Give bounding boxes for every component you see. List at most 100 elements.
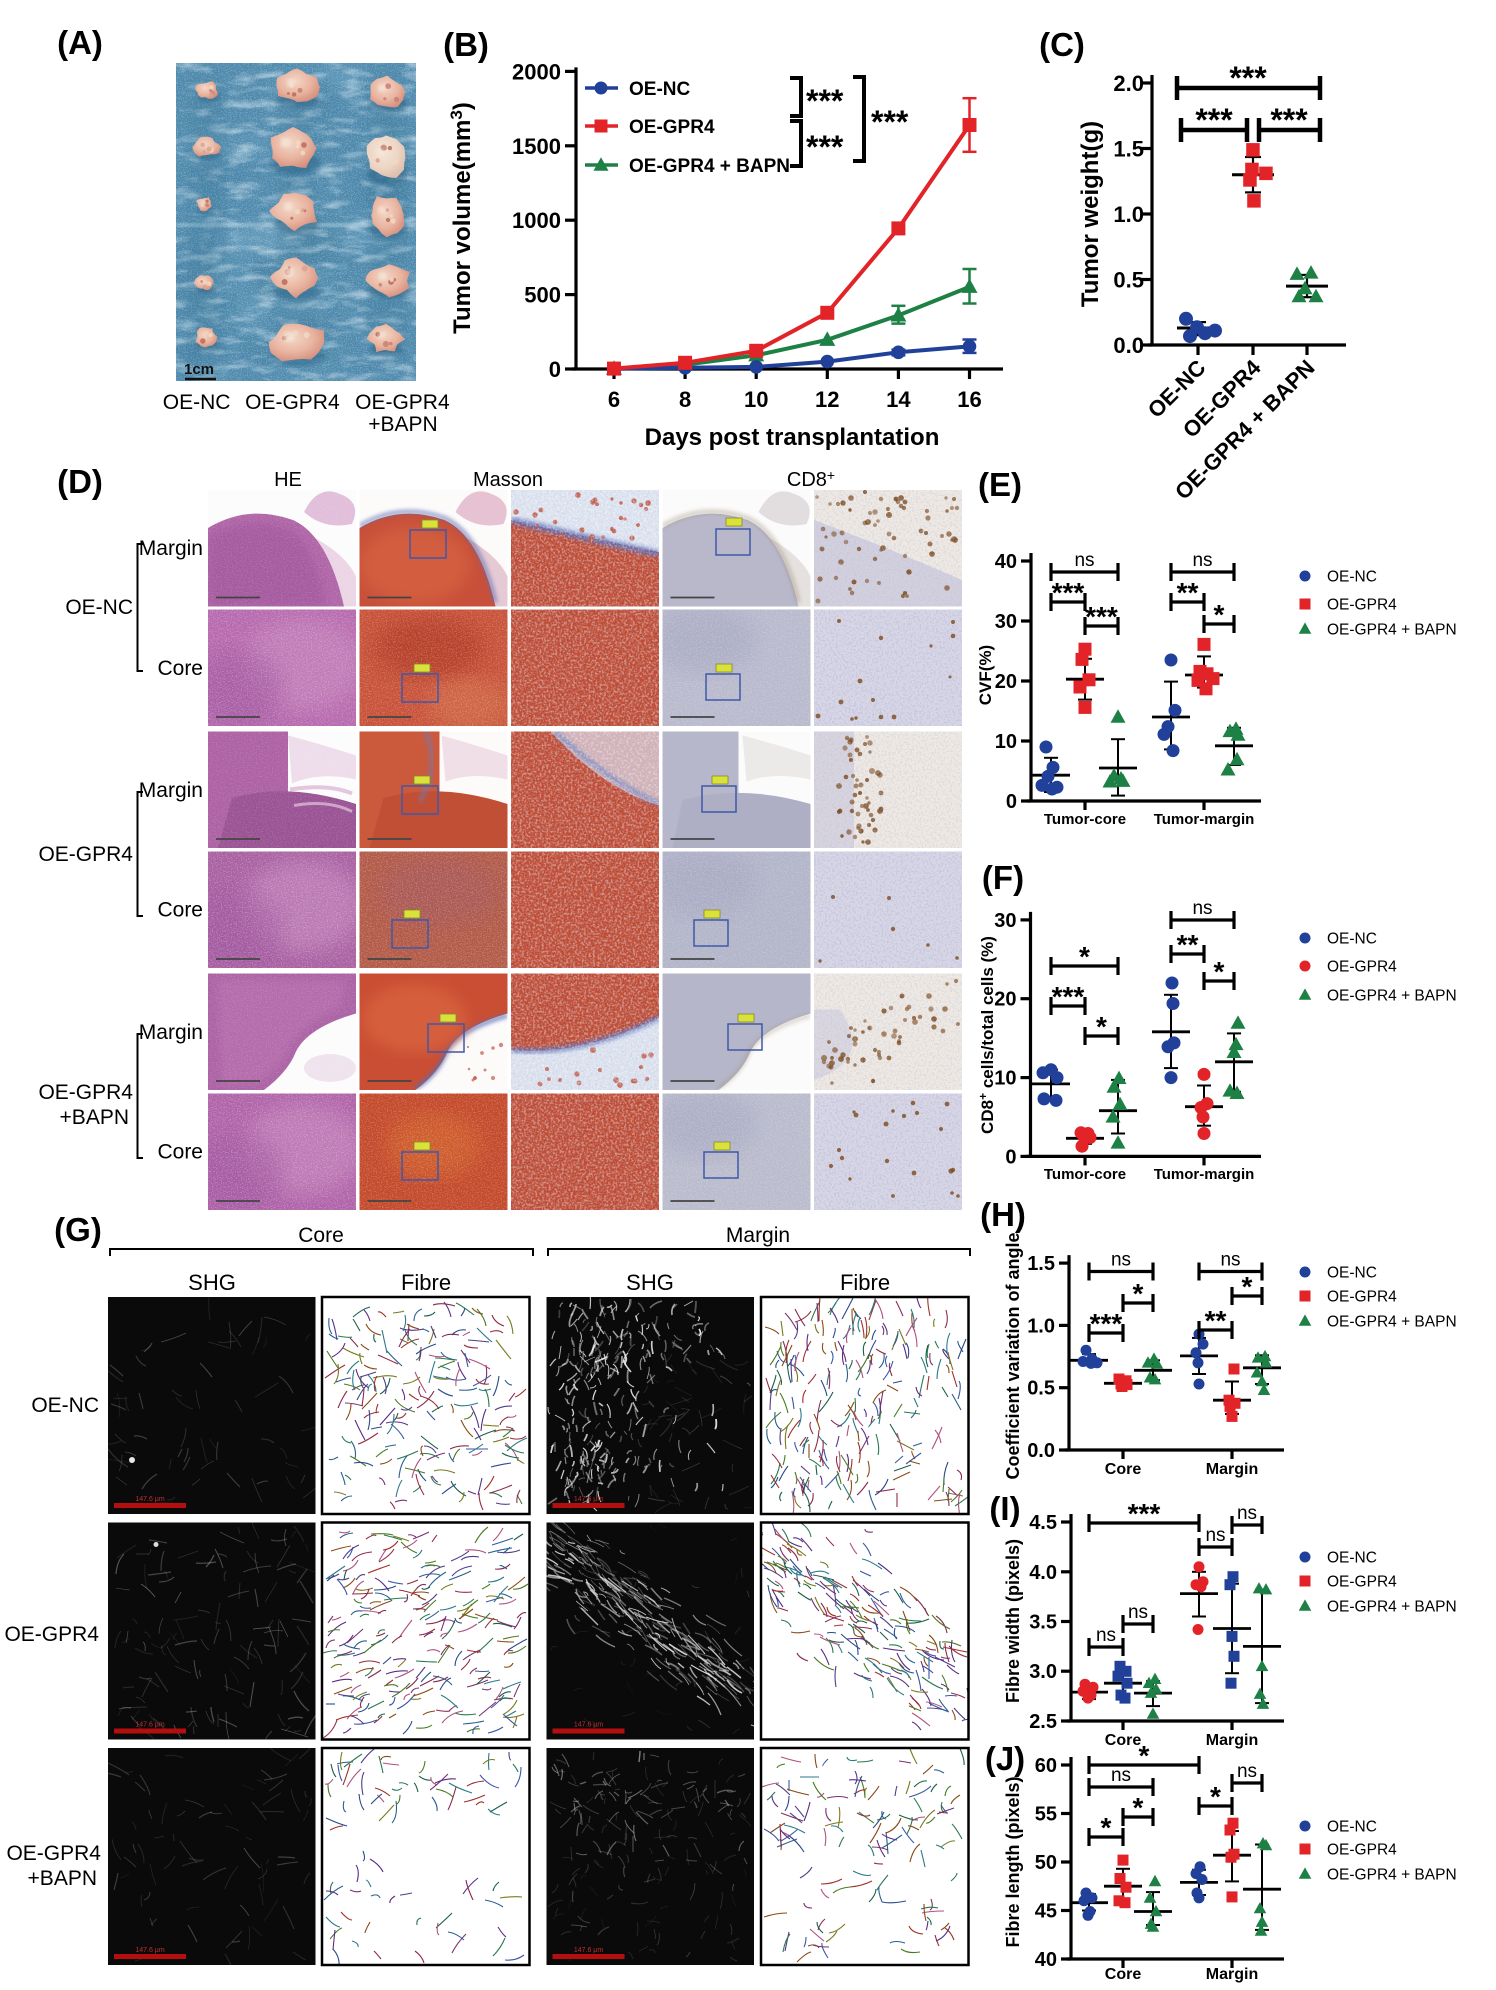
- svg-text:*: *: [1096, 1011, 1107, 1042]
- svg-text:40: 40: [1035, 1949, 1057, 1971]
- svg-text:ns: ns: [1096, 1625, 1116, 1646]
- svg-text:SHG: SHG: [188, 1270, 236, 1295]
- svg-text:Margin: Margin: [139, 1021, 203, 1044]
- svg-text:OE-NC: OE-NC: [31, 1394, 99, 1417]
- svg-text:2.5: 2.5: [1029, 1711, 1057, 1733]
- svg-text:***: ***: [1229, 60, 1267, 96]
- svg-text:Tumor-core: Tumor-core: [1044, 1166, 1126, 1183]
- svg-text:*: *: [1139, 1740, 1150, 1771]
- svg-text:OE-GPR4 + BAPN: OE-GPR4 + BAPN: [1327, 1867, 1457, 1884]
- svg-text:10: 10: [995, 731, 1017, 753]
- svg-text:OE-GPR4: OE-GPR4: [1327, 1574, 1397, 1591]
- svg-text:Tumor volume(mm3): Tumor volume(mm3): [447, 102, 476, 334]
- svg-text:12: 12: [815, 387, 839, 412]
- svg-text:Tumor-margin: Tumor-margin: [1154, 811, 1255, 828]
- svg-text:Core: Core: [157, 1141, 203, 1164]
- svg-text:*: *: [1214, 956, 1225, 987]
- svg-text:8: 8: [679, 387, 691, 412]
- svg-text:Margin: Margin: [726, 1224, 790, 1247]
- svg-text:OE-GPR4: OE-GPR4: [38, 1081, 133, 1104]
- svg-text:Margin: Margin: [1206, 1966, 1258, 1983]
- svg-text:1.0: 1.0: [1027, 1315, 1055, 1337]
- svg-text:ns: ns: [1237, 1761, 1257, 1782]
- svg-text:Margin: Margin: [1206, 1461, 1258, 1478]
- svg-text:(A): (A): [57, 24, 103, 61]
- svg-text:0.5: 0.5: [1027, 1378, 1055, 1400]
- svg-text:Margin: Margin: [139, 779, 203, 802]
- svg-text:147.6 μm: 147.6 μm: [574, 1496, 603, 1503]
- svg-text:10: 10: [744, 387, 768, 412]
- svg-text:2.0: 2.0: [1113, 71, 1144, 96]
- svg-text:3.0: 3.0: [1029, 1661, 1057, 1683]
- svg-text:OE-GPR4 + BAPN: OE-GPR4 + BAPN: [1327, 622, 1457, 639]
- svg-text:ns: ns: [1237, 1503, 1257, 1524]
- svg-text:0: 0: [1005, 1146, 1016, 1168]
- svg-text:(D): (D): [57, 463, 103, 500]
- svg-text:Coefficient variation of angle: Coefficient variation of angle: [1003, 1232, 1023, 1479]
- svg-text:OE-GPR4: OE-GPR4: [1327, 1289, 1397, 1306]
- svg-text:ns: ns: [1205, 1525, 1225, 1546]
- svg-text:4.0: 4.0: [1029, 1562, 1057, 1584]
- svg-text:*: *: [1214, 599, 1225, 630]
- svg-text:1.0: 1.0: [1113, 202, 1144, 227]
- svg-text:***: ***: [1128, 1498, 1161, 1529]
- svg-text:OE-GPR4 + BAPN: OE-GPR4 + BAPN: [629, 156, 790, 177]
- svg-text:ns: ns: [1074, 550, 1094, 571]
- svg-text:30: 30: [995, 611, 1017, 633]
- svg-text:20: 20: [994, 989, 1016, 1011]
- svg-text:6: 6: [608, 387, 620, 412]
- svg-text:147.6 μm: 147.6 μm: [574, 1722, 603, 1729]
- svg-text:(G): (G): [54, 1211, 102, 1248]
- svg-text:3.5: 3.5: [1029, 1612, 1057, 1634]
- svg-text:500: 500: [524, 283, 561, 308]
- svg-text:147.6 μm: 147.6 μm: [135, 1947, 164, 1954]
- svg-text:16: 16: [957, 387, 981, 412]
- svg-text:Core: Core: [1105, 1461, 1142, 1478]
- svg-text:**: **: [1177, 929, 1199, 960]
- svg-text:147.6 μm: 147.6 μm: [574, 1947, 603, 1954]
- svg-text:CD8+: CD8+: [787, 467, 835, 491]
- svg-text:Fibre width (pixels): Fibre width (pixels): [1003, 1539, 1023, 1703]
- svg-text:OE-GPR4: OE-GPR4: [1327, 597, 1397, 614]
- svg-text:ns: ns: [1111, 1250, 1131, 1271]
- svg-text:20: 20: [995, 671, 1017, 693]
- svg-text:***: ***: [1090, 1308, 1123, 1339]
- svg-text:Fibre length (pixels): Fibre length (pixels): [1003, 1776, 1023, 1947]
- svg-text:HE: HE: [274, 469, 302, 491]
- svg-text:***: ***: [1052, 981, 1085, 1012]
- svg-text:OE-GPR4: OE-GPR4: [4, 1623, 99, 1646]
- svg-text:***: ***: [806, 83, 844, 119]
- svg-text:Core: Core: [157, 657, 203, 680]
- svg-text:Margin: Margin: [139, 537, 203, 560]
- svg-text:(I): (I): [989, 1490, 1020, 1527]
- svg-text:Days post transplantation: Days post transplantation: [645, 424, 940, 451]
- svg-text:0: 0: [549, 357, 561, 382]
- svg-text:55: 55: [1035, 1804, 1057, 1826]
- svg-text:CVF(%): CVF(%): [976, 645, 995, 705]
- svg-text:30: 30: [994, 910, 1016, 932]
- svg-text:Tumor-core: Tumor-core: [1044, 811, 1126, 828]
- svg-text:OE-GPR4: OE-GPR4: [38, 843, 133, 866]
- svg-text:OE-GPR4: OE-GPR4: [6, 1842, 101, 1865]
- svg-text:OE-GPR4: OE-GPR4: [245, 391, 340, 414]
- svg-text:(C): (C): [1039, 26, 1085, 63]
- svg-text:4.5: 4.5: [1029, 1512, 1057, 1534]
- svg-text:OE-GPR4: OE-GPR4: [1327, 959, 1397, 976]
- svg-text:Core: Core: [1105, 1732, 1142, 1749]
- svg-text:OE-GPR4: OE-GPR4: [1327, 1842, 1397, 1859]
- svg-text:***: ***: [1052, 577, 1085, 608]
- svg-text:***: ***: [871, 104, 909, 140]
- svg-text:**: **: [1177, 577, 1199, 608]
- svg-text:1.5: 1.5: [1027, 1253, 1055, 1275]
- svg-text:OE-NC: OE-NC: [1327, 1265, 1377, 1282]
- svg-text:OE-GPR4: OE-GPR4: [355, 391, 450, 414]
- svg-text:OE-GPR4 + BAPN: OE-GPR4 + BAPN: [1327, 1599, 1457, 1616]
- svg-text:(H): (H): [980, 1196, 1026, 1233]
- svg-text:1.5: 1.5: [1113, 137, 1144, 162]
- svg-text:Core: Core: [157, 899, 203, 922]
- svg-text:OE-NC: OE-NC: [1327, 1819, 1377, 1836]
- svg-text:147.6 μm: 147.6 μm: [135, 1722, 164, 1729]
- svg-text:Core: Core: [1105, 1966, 1142, 1983]
- svg-text:CD8+ cells/total cells (%): CD8+ cells/total cells (%): [976, 936, 997, 1134]
- svg-text:ns: ns: [1128, 1602, 1148, 1623]
